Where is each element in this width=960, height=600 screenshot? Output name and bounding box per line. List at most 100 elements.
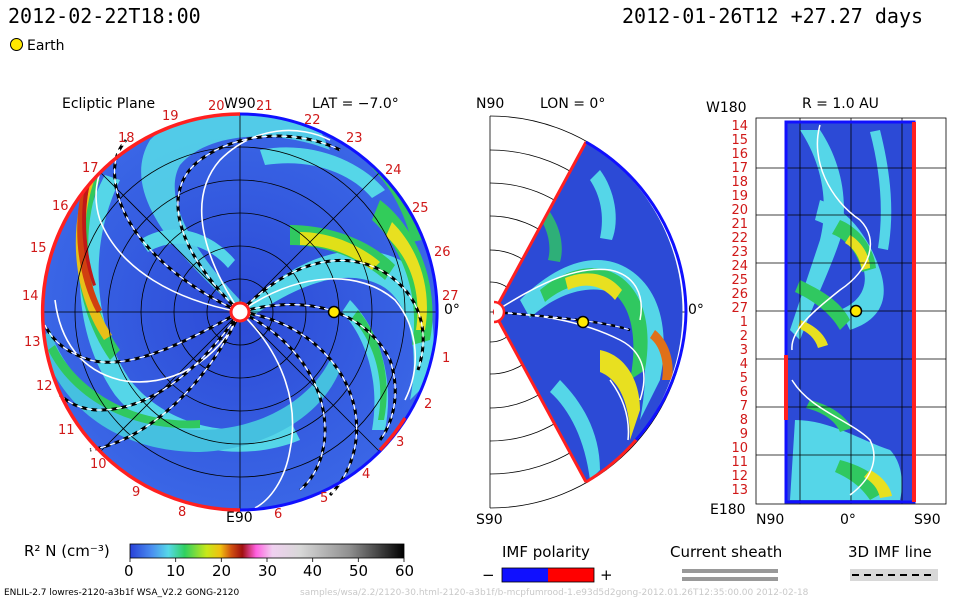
- current-sheath-title: Current sheath: [670, 543, 783, 561]
- svg-text:21: 21: [731, 217, 748, 232]
- svg-text:10: 10: [90, 457, 107, 472]
- colorbar-tick-label: 60: [395, 562, 415, 580]
- colorbar-ticks: 0 10 20 30 40 50 60: [0, 562, 960, 582]
- ecliptic-earth-marker: [327, 305, 341, 319]
- sphere-n90-label: N90: [756, 512, 785, 528]
- sphere-w180-label: W180: [706, 100, 747, 116]
- svg-text:3: 3: [740, 343, 748, 358]
- svg-text:18: 18: [731, 175, 748, 190]
- footer-run-path: samples/wsa/2.2/2120-30.html-2120-a3b1f/…: [300, 588, 809, 598]
- svg-text:23: 23: [731, 245, 748, 260]
- svg-text:15: 15: [731, 133, 748, 148]
- imf-polarity-title: IMF polarity: [502, 543, 590, 561]
- ecliptic-w90-label: W90: [224, 96, 256, 112]
- imf-polarity-plus: +: [600, 566, 613, 584]
- footer-model-info: ENLIL-2.7 lowres-2120-a3b1f WSA_V2.2 GON…: [4, 588, 240, 598]
- svg-text:25: 25: [731, 273, 748, 288]
- svg-text:10: 10: [731, 441, 748, 456]
- sphere-e180-label: E180: [710, 502, 746, 518]
- meridional-lon-label: LON = 0°: [540, 96, 606, 112]
- svg-text:14: 14: [22, 289, 39, 304]
- sphere-earth-marker: [849, 304, 863, 318]
- earth-legend: Earth: [10, 38, 65, 54]
- svg-text:24: 24: [385, 163, 402, 178]
- svg-text:26: 26: [731, 287, 748, 302]
- colorbar-tick-label: 0: [124, 562, 134, 580]
- svg-text:5: 5: [320, 491, 328, 506]
- imf-polarity-minus: −: [482, 566, 495, 584]
- svg-text:21: 21: [256, 99, 273, 114]
- colorbar-tick-label: 40: [303, 562, 323, 580]
- sphere-row-labels: 14 15 16 17 18 19 20 21 22 23 24 25 26 2…: [731, 119, 748, 498]
- svg-text:19: 19: [162, 109, 179, 124]
- ecliptic-plane: [40, 112, 439, 512]
- ecliptic-e90-label: E90: [226, 510, 253, 526]
- svg-text:24: 24: [731, 259, 748, 274]
- sphere-zero-label: 0°: [840, 512, 856, 528]
- svg-text:17: 17: [731, 161, 748, 176]
- svg-text:15: 15: [30, 241, 47, 256]
- svg-text:14: 14: [731, 119, 748, 134]
- current-sheath-swatch: [682, 569, 778, 581]
- svg-text:16: 16: [52, 199, 69, 214]
- svg-text:12: 12: [731, 469, 748, 484]
- svg-text:9: 9: [740, 427, 748, 442]
- svg-text:27: 27: [731, 301, 748, 316]
- earth-label: Earth: [27, 38, 65, 54]
- ecliptic-lat-label: LAT = −7.0°: [312, 96, 399, 112]
- meridional-zero-label: 0°: [688, 302, 704, 318]
- imf-polarity-bar: [501, 567, 595, 583]
- colorbar-tick-label: 50: [349, 562, 369, 580]
- svg-text:22: 22: [731, 231, 748, 246]
- imf-line-title: 3D IMF line: [848, 543, 932, 561]
- sphere-s90-label: S90: [914, 512, 941, 528]
- meridional-plane: [489, 115, 688, 509]
- svg-text:13: 13: [24, 335, 41, 350]
- svg-text:23: 23: [346, 131, 363, 146]
- svg-text:3: 3: [396, 435, 404, 450]
- svg-text:26: 26: [434, 245, 451, 260]
- svg-text:13: 13: [731, 483, 748, 498]
- svg-text:11: 11: [58, 423, 75, 438]
- right-timestamp: 2012-01-26T12 +27.27 days: [622, 4, 924, 28]
- svg-text:5: 5: [740, 371, 748, 386]
- svg-text:18: 18: [118, 131, 135, 146]
- left-timestamp: 2012-02-22T18:00: [8, 4, 201, 28]
- svg-text:4: 4: [362, 467, 370, 482]
- meridional-s90-label: S90: [476, 512, 503, 528]
- svg-text:6: 6: [274, 507, 282, 522]
- svg-text:8: 8: [178, 505, 186, 520]
- svg-text:20: 20: [731, 203, 748, 218]
- svg-text:20: 20: [208, 99, 225, 114]
- meridional-n90-label: N90: [476, 96, 505, 112]
- svg-text:1: 1: [740, 315, 748, 330]
- colorbar-tick-label: 10: [166, 562, 186, 580]
- svg-text:19: 19: [731, 189, 748, 204]
- svg-text:2: 2: [424, 397, 432, 412]
- svg-text:11: 11: [731, 455, 748, 470]
- svg-text:1: 1: [442, 351, 450, 366]
- svg-text:4: 4: [740, 357, 748, 372]
- sphere-map: [755, 117, 947, 505]
- meridional-earth-marker: [576, 315, 590, 329]
- colorbar: [129, 543, 405, 562]
- svg-text:2: 2: [740, 329, 748, 344]
- imf-line-swatch: [850, 569, 938, 581]
- ecliptic-title: Ecliptic Plane: [62, 96, 156, 112]
- svg-text:7: 7: [740, 399, 748, 414]
- colorbar-quantity-label: R² N (cm⁻³): [24, 542, 110, 560]
- svg-text:22: 22: [304, 113, 321, 128]
- svg-text:25: 25: [412, 201, 429, 216]
- svg-text:17: 17: [82, 161, 99, 176]
- svg-text:9: 9: [132, 485, 140, 500]
- svg-text:27: 27: [442, 289, 459, 304]
- earth-icon: [10, 38, 23, 51]
- colorbar-tick-label: 20: [212, 562, 232, 580]
- sphere-r-label: R = 1.0 AU: [802, 96, 879, 112]
- ecliptic-zero-label: 0°: [444, 302, 460, 318]
- carrington-labels: 14 15 16 17 18 19 20 21 22 23 24 25 26 2…: [22, 99, 459, 522]
- svg-text:8: 8: [740, 413, 748, 428]
- svg-text:6: 6: [740, 385, 748, 400]
- svg-text:16: 16: [731, 147, 748, 162]
